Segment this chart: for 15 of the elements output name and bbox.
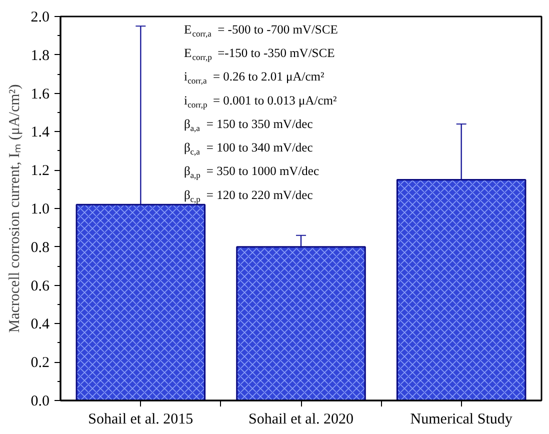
y-tick-label: 1.2 bbox=[30, 163, 50, 180]
y-tick-label: 1.4 bbox=[30, 124, 50, 141]
y-tick-label: 1.0 bbox=[30, 202, 50, 218]
y-tick-label: 1.8 bbox=[30, 48, 50, 64]
y-tick-label: 0.6 bbox=[30, 278, 50, 294]
y-tick-label: 0.8 bbox=[30, 240, 50, 256]
y-tick-label: 2.0 bbox=[30, 10, 50, 26]
x-tick-label: Numerical Study bbox=[410, 412, 513, 428]
x-tick-label: Sohail et al. 2020 bbox=[248, 412, 354, 428]
y-tick-label: 0.0 bbox=[30, 394, 50, 410]
y-tick-label: 1.6 bbox=[30, 86, 50, 102]
y-tick-label: 0.2 bbox=[30, 355, 50, 372]
x-tick-label: Sohail et al. 2015 bbox=[88, 412, 194, 428]
y-axis-title: Macrocell corrosion current, Iₘ (μA/cm²) bbox=[6, 84, 23, 333]
y-tick-label: 0.4 bbox=[30, 316, 50, 333]
